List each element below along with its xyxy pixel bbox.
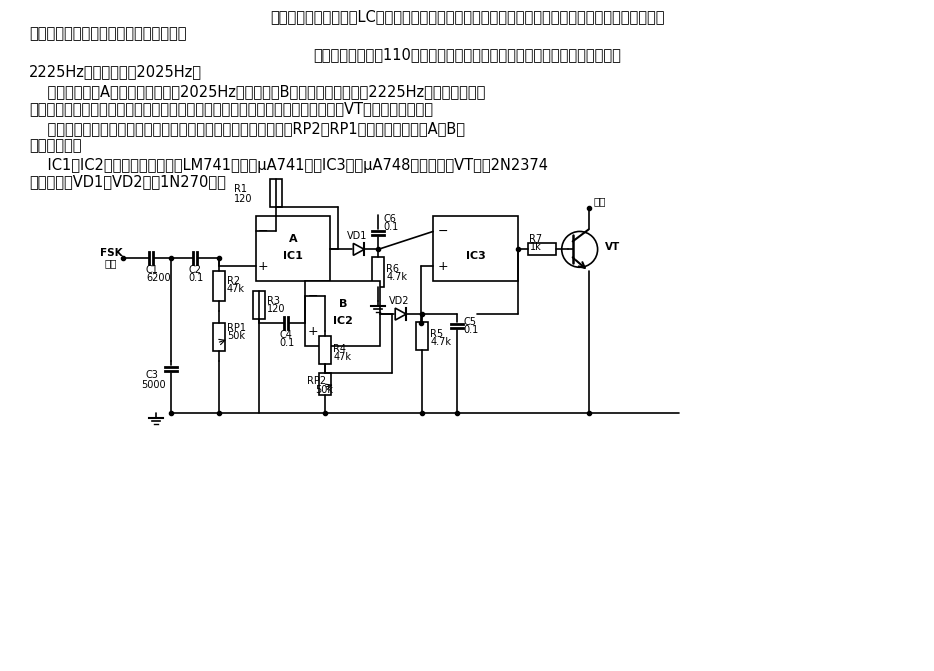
Text: 0.1: 0.1 [463, 325, 478, 335]
Text: VD2: VD2 [389, 296, 409, 306]
Text: 47k: 47k [333, 352, 351, 362]
Text: −: − [438, 225, 448, 238]
Text: 如果用有源滤波器代替LC谐谐回路，这样做成的频移键解调器可以避免使用庞大和昂贵的电感线圈，: 如果用有源滤波器代替LC谐谐回路，这样做成的频移键解调器可以避免使用庞大和昂贵的… [270, 9, 664, 24]
Text: 率出现在输入端时，晶体管饱和，输出短路。当空位频率出现在输入端时，晶体管VT截止，输出开路。: 率出现在输入端时，晶体管饱和，输出短路。当空位频率出现在输入端时，晶体管VT截止… [29, 101, 433, 116]
Text: VD1: VD1 [347, 231, 367, 242]
Text: C3: C3 [146, 370, 159, 380]
Text: 120: 120 [234, 193, 252, 203]
Polygon shape [395, 308, 406, 320]
Text: 4.7k: 4.7k [387, 272, 407, 282]
Text: C6: C6 [383, 215, 396, 225]
Text: 47k: 47k [227, 285, 245, 294]
Text: RP2: RP2 [307, 376, 327, 386]
Text: A: A [289, 234, 297, 244]
Text: 50k: 50k [316, 384, 333, 395]
Text: 电路中滤波器A允许通过空位频率2025Hz，而滤波器B允许通过符号位频率2225Hz，因此符号位频: 电路中滤波器A允许通过空位频率2025Hz，而滤波器B允许通过符号位频率2225… [29, 84, 486, 99]
Text: RP1: RP1 [227, 323, 246, 333]
Text: 型。二极管VD1、VD2选用1N270型。: 型。二极管VD1、VD2选用1N270型。 [29, 174, 226, 190]
Text: R2: R2 [227, 276, 240, 287]
Text: C2: C2 [189, 265, 202, 275]
Text: C5: C5 [463, 317, 476, 327]
Bar [270, 178, 281, 207]
Text: 1k: 1k [530, 242, 542, 252]
Text: +: + [257, 260, 268, 273]
Bar [319, 373, 332, 395]
Bar [373, 257, 384, 287]
Text: 120: 120 [266, 304, 285, 314]
Bar [433, 217, 517, 281]
Text: R5: R5 [431, 329, 444, 339]
Text: FSK: FSK [100, 248, 122, 258]
Text: R1: R1 [234, 184, 247, 194]
Text: −: − [307, 290, 318, 303]
Text: 输出: 输出 [594, 197, 606, 207]
Text: 不仅体积小，而且能改善解调器的性能。: 不仅体积小，而且能改善解调器的性能。 [29, 26, 187, 41]
Text: 0.1: 0.1 [279, 338, 295, 348]
Text: 5000: 5000 [141, 380, 165, 390]
Text: IC1、IC2为运算放大器，选用LM741型，或μA741型。IC3选用μA748型。三极管VT选用2N2374: IC1、IC2为运算放大器，选用LM741型，或μA741型。IC3选用μA74… [29, 158, 548, 172]
Text: 调节电路时，分别将符号频率和空位频率输入电路，调节电位器RP2、RP1，使得两个滤波器A和B输: 调节电路时，分别将符号频率和空位频率输入电路，调节电位器RP2、RP1，使得两个… [29, 121, 465, 136]
Text: 4.7k: 4.7k [431, 337, 451, 347]
Bar [319, 336, 332, 364]
Bar [256, 217, 331, 281]
Text: 输入: 输入 [105, 258, 118, 268]
Bar [528, 244, 556, 256]
Text: 0.1: 0.1 [189, 273, 205, 283]
Text: 2225Hz，空位是等于2025Hz。: 2225Hz，空位是等于2025Hz。 [29, 64, 203, 79]
Text: R4: R4 [333, 344, 347, 354]
Text: IC3: IC3 [466, 252, 486, 261]
Text: C4: C4 [279, 330, 292, 340]
Text: +: + [307, 325, 318, 338]
Bar [213, 323, 225, 351]
Text: 50k: 50k [227, 331, 245, 341]
Text: R6: R6 [387, 264, 399, 274]
Bar [305, 281, 380, 346]
Polygon shape [353, 244, 364, 256]
Text: +: + [438, 260, 448, 273]
Text: IC1: IC1 [283, 252, 303, 261]
Text: 6200: 6200 [146, 273, 171, 283]
Text: VT: VT [604, 242, 620, 252]
Bar [417, 322, 428, 350]
Text: IC2: IC2 [333, 316, 353, 326]
Bar [252, 291, 264, 319]
Text: R3: R3 [266, 296, 279, 306]
Text: R7: R7 [530, 234, 543, 244]
Text: 本电路是用来解调110比特（即发报速率单位）移频键数据，它的符号位等于: 本电路是用来解调110比特（即发报速率单位）移频键数据，它的符号位等于 [313, 47, 621, 62]
Text: C1: C1 [146, 265, 159, 275]
Text: 出分别最大。: 出分别最大。 [29, 138, 82, 153]
Text: B: B [339, 299, 347, 309]
Bar [213, 271, 225, 301]
Text: 0.1: 0.1 [383, 223, 399, 232]
Text: −: − [258, 225, 268, 238]
